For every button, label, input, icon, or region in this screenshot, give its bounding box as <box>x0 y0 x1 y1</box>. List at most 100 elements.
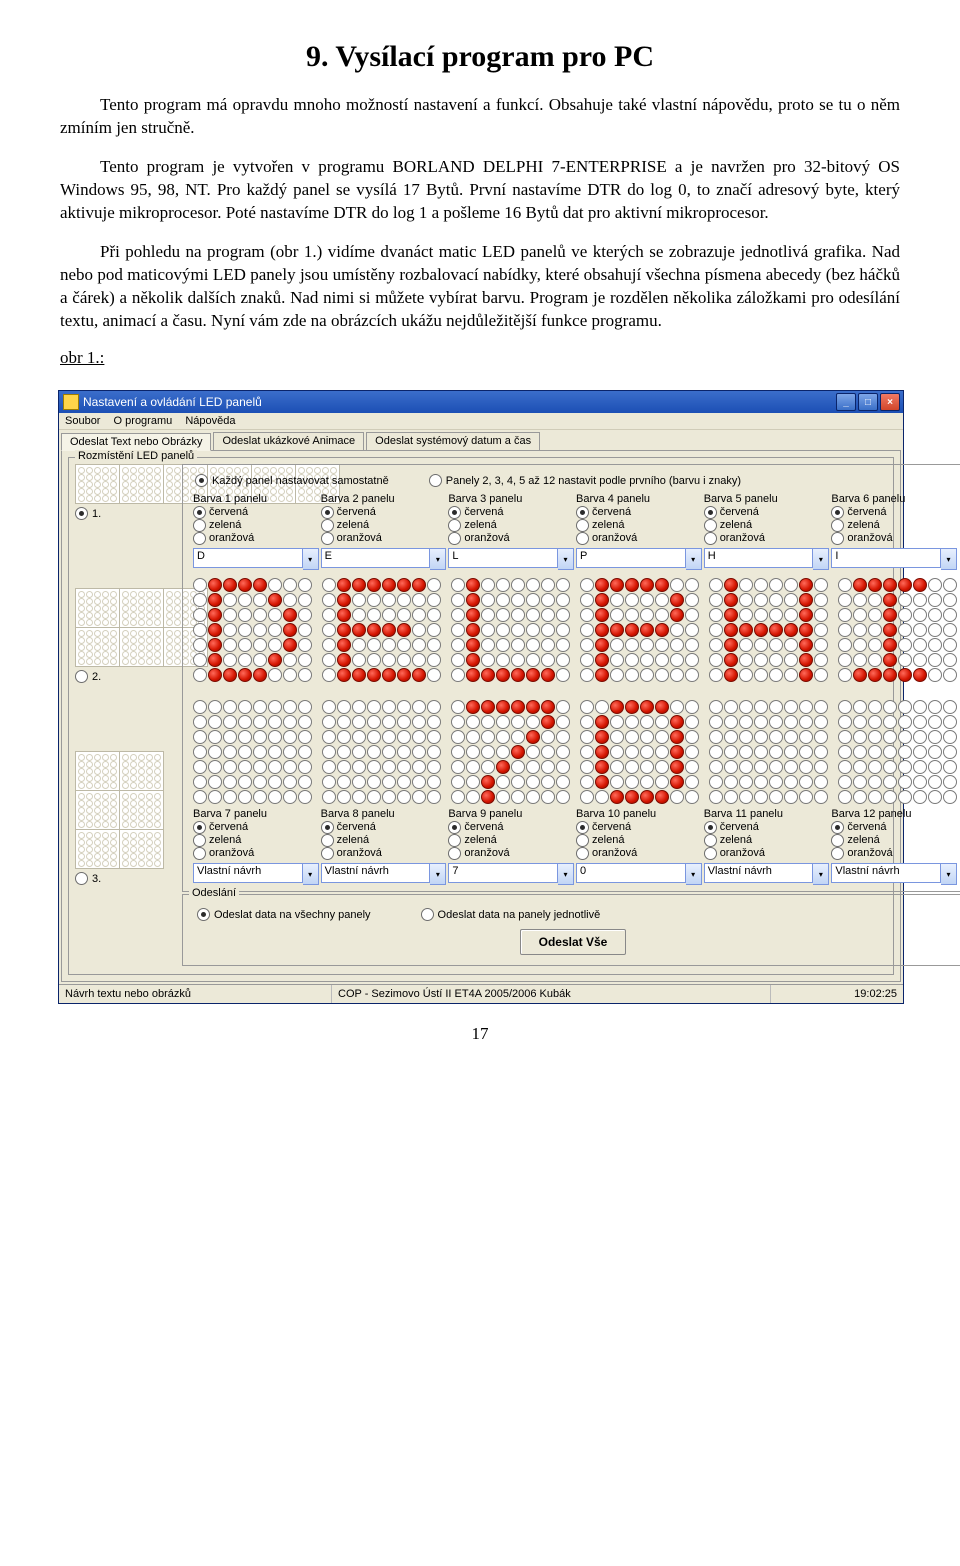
led-dot[interactable] <box>193 760 207 774</box>
led-dot[interactable] <box>838 775 852 789</box>
led-dot[interactable] <box>769 653 783 667</box>
led-dot[interactable] <box>268 623 282 637</box>
led-dot[interactable] <box>382 578 396 592</box>
led-dot[interactable] <box>928 593 942 607</box>
led-dot[interactable] <box>427 578 441 592</box>
led-dot[interactable] <box>427 608 441 622</box>
led-dot[interactable] <box>283 775 297 789</box>
led-dot[interactable] <box>754 745 768 759</box>
led-dot[interactable] <box>367 638 381 652</box>
led-dot[interactable] <box>337 608 351 622</box>
led-dot[interactable] <box>580 578 594 592</box>
led-dot[interactable] <box>556 668 570 682</box>
led-dot[interactable] <box>928 730 942 744</box>
led-dot[interactable] <box>268 700 282 714</box>
led-dot[interactable] <box>913 668 927 682</box>
led-dot[interactable] <box>898 608 912 622</box>
led-dot[interactable] <box>928 608 942 622</box>
led-dot[interactable] <box>685 760 699 774</box>
led-dot[interactable] <box>451 790 465 804</box>
led-dot[interactable] <box>769 623 783 637</box>
led-dot[interactable] <box>466 790 480 804</box>
led-dot[interactable] <box>670 790 684 804</box>
led-dot[interactable] <box>268 653 282 667</box>
led-dot[interactable] <box>784 730 798 744</box>
led-dot[interactable] <box>595 623 609 637</box>
led-dot[interactable] <box>367 593 381 607</box>
led-dot[interactable] <box>754 730 768 744</box>
led-dot[interactable] <box>337 745 351 759</box>
led-dot[interactable] <box>625 668 639 682</box>
led-dot[interactable] <box>367 745 381 759</box>
led-dot[interactable] <box>928 668 942 682</box>
led-dot[interactable] <box>655 668 669 682</box>
send-button[interactable]: Odeslat Vše <box>520 929 627 955</box>
led-dot[interactable] <box>223 715 237 729</box>
chevron-down-icon[interactable]: ▾ <box>813 863 829 885</box>
led-dot[interactable] <box>868 623 882 637</box>
led-dot[interactable] <box>853 578 867 592</box>
led-dot[interactable] <box>541 623 555 637</box>
led-dot[interactable] <box>526 593 540 607</box>
led-dot[interactable] <box>913 593 927 607</box>
led-dot[interactable] <box>322 775 336 789</box>
led-dot[interactable] <box>511 700 525 714</box>
led-dot[interactable] <box>238 623 252 637</box>
led-dot[interactable] <box>610 638 624 652</box>
led-dot[interactable] <box>709 745 723 759</box>
led-dot[interactable] <box>784 760 798 774</box>
mode-copy[interactable]: Panely 2, 3, 4, 5 až 12 nastavit podle p… <box>429 474 741 487</box>
led-dot[interactable] <box>427 745 441 759</box>
led-dot[interactable] <box>610 623 624 637</box>
led-dot[interactable] <box>898 593 912 607</box>
led-dot[interactable] <box>625 653 639 667</box>
led-dot[interactable] <box>511 760 525 774</box>
led-dot[interactable] <box>799 578 813 592</box>
led-dot[interactable] <box>655 593 669 607</box>
chevron-down-icon[interactable]: ▾ <box>686 548 702 570</box>
led-dot[interactable] <box>754 638 768 652</box>
led-dot[interactable] <box>253 593 267 607</box>
led-dot[interactable] <box>883 593 897 607</box>
led-dot[interactable] <box>655 578 669 592</box>
led-dot[interactable] <box>541 730 555 744</box>
led-dot[interactable] <box>451 638 465 652</box>
led-dot[interactable] <box>853 745 867 759</box>
led-dot[interactable] <box>625 775 639 789</box>
led-dot[interactable] <box>739 653 753 667</box>
led-dot[interactable] <box>868 715 882 729</box>
led-dot[interactable] <box>496 745 510 759</box>
led-dot[interactable] <box>451 760 465 774</box>
led-dot[interactable] <box>427 715 441 729</box>
led-dot[interactable] <box>427 593 441 607</box>
led-dot[interactable] <box>670 715 684 729</box>
color-radio[interactable]: zelená <box>576 834 702 847</box>
led-dot[interactable] <box>298 668 312 682</box>
led-dot[interactable] <box>526 608 540 622</box>
glyph-combo[interactable]: L▾ <box>448 548 574 570</box>
layout-radio-2[interactable]: 2. <box>75 670 180 683</box>
led-dot[interactable] <box>685 700 699 714</box>
led-dot[interactable] <box>208 760 222 774</box>
led-dot[interactable] <box>412 653 426 667</box>
led-dot[interactable] <box>466 745 480 759</box>
led-dot[interactable] <box>943 775 957 789</box>
led-dot[interactable] <box>556 745 570 759</box>
led-dot[interactable] <box>208 700 222 714</box>
led-dot[interactable] <box>283 608 297 622</box>
led-dot[interactable] <box>838 730 852 744</box>
led-dot[interactable] <box>655 700 669 714</box>
led-dot[interactable] <box>655 760 669 774</box>
led-dot[interactable] <box>595 775 609 789</box>
led-dot[interactable] <box>754 700 768 714</box>
led-dot[interactable] <box>382 623 396 637</box>
led-dot[interactable] <box>640 745 654 759</box>
led-dot[interactable] <box>724 700 738 714</box>
led-dot[interactable] <box>451 608 465 622</box>
led-dot[interactable] <box>784 653 798 667</box>
led-dot[interactable] <box>556 730 570 744</box>
led-dot[interactable] <box>541 715 555 729</box>
led-dot[interactable] <box>496 715 510 729</box>
led-dot[interactable] <box>769 775 783 789</box>
led-dot[interactable] <box>868 775 882 789</box>
